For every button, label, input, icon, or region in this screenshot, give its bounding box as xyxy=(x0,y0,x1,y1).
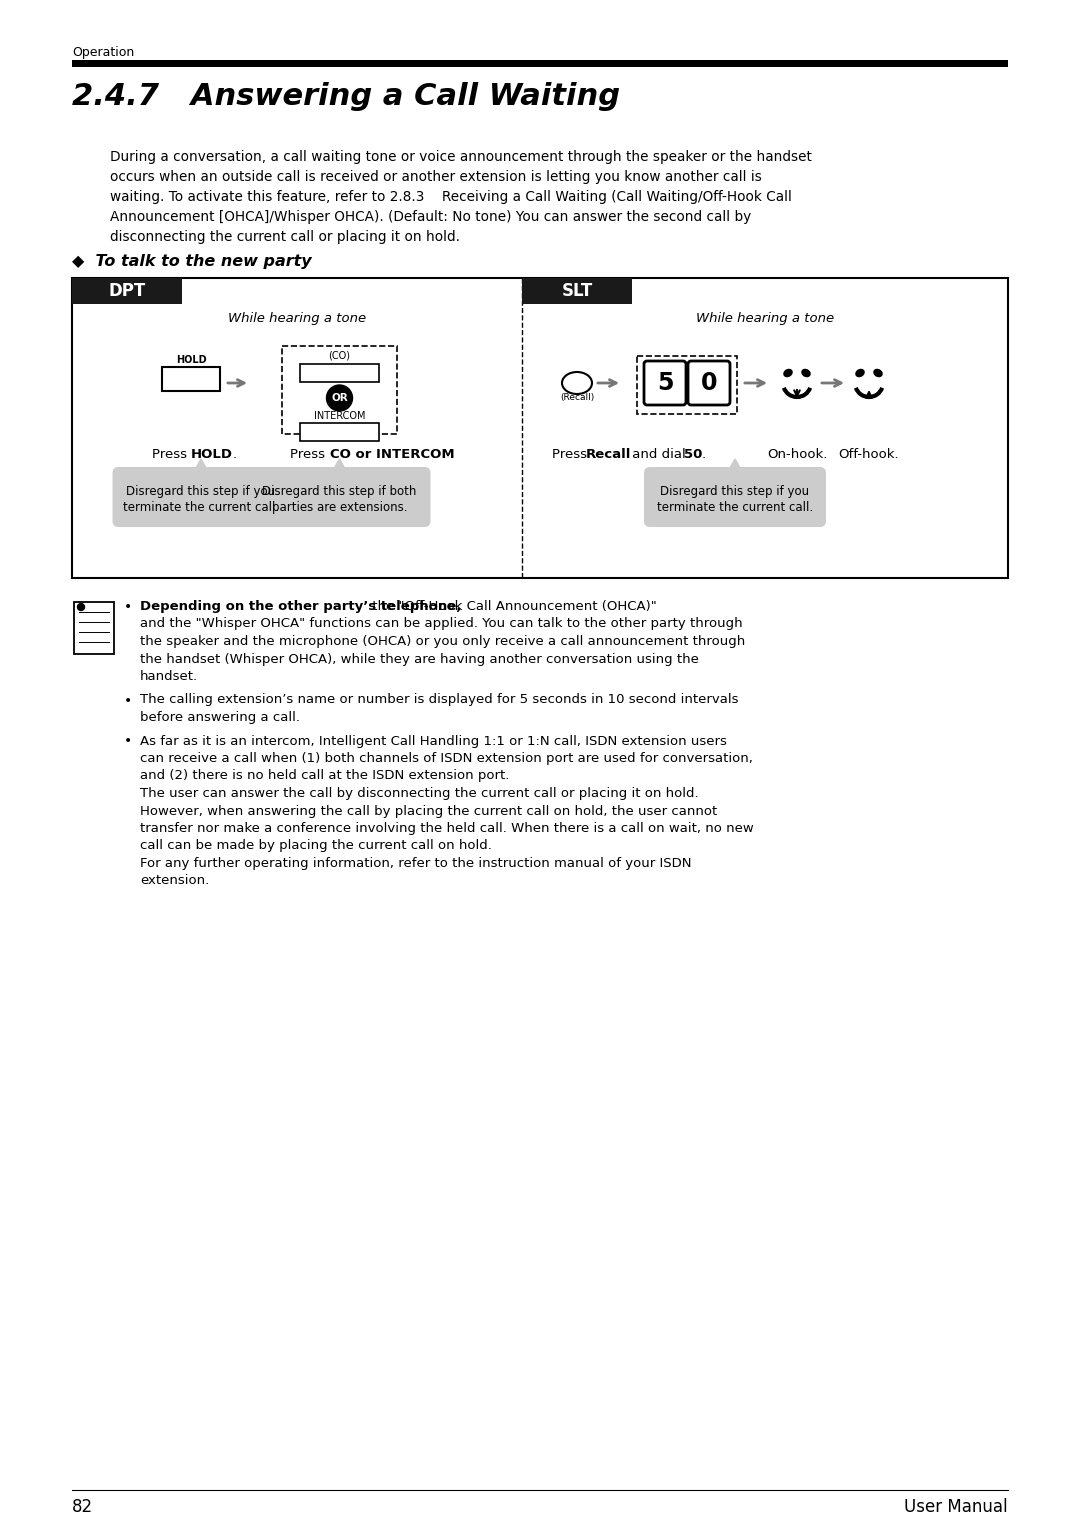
Text: the "Off-Hook Call Announcement (OHCA)": the "Off-Hook Call Announcement (OHCA)" xyxy=(367,601,657,613)
Bar xyxy=(282,345,397,434)
Ellipse shape xyxy=(855,368,865,377)
Ellipse shape xyxy=(801,368,811,377)
Bar xyxy=(300,364,379,382)
Text: 50: 50 xyxy=(684,448,702,461)
Text: Press: Press xyxy=(152,448,191,461)
Text: For any further operating information, refer to the instruction manual of your I: For any further operating information, r… xyxy=(140,857,691,869)
Polygon shape xyxy=(332,458,348,474)
Text: terminate the current call.: terminate the current call. xyxy=(123,501,279,513)
Text: While hearing a tone: While hearing a tone xyxy=(696,312,834,325)
Text: DPT: DPT xyxy=(108,283,146,299)
FancyBboxPatch shape xyxy=(248,468,431,527)
Text: disconnecting the current call or placing it on hold.: disconnecting the current call or placin… xyxy=(110,231,460,244)
Text: and the "Whisper OHCA" functions can be applied. You can talk to the other party: and the "Whisper OHCA" functions can be … xyxy=(140,617,743,631)
FancyBboxPatch shape xyxy=(112,468,289,527)
Circle shape xyxy=(78,604,84,611)
Circle shape xyxy=(326,385,352,411)
Ellipse shape xyxy=(783,368,793,377)
Text: .: . xyxy=(702,448,706,461)
Text: parties are extensions.: parties are extensions. xyxy=(272,501,407,513)
Text: can receive a call when (1) both channels of ISDN extension port are used for co: can receive a call when (1) both channel… xyxy=(140,752,753,766)
Bar xyxy=(300,423,379,442)
Text: INTERCOM: INTERCOM xyxy=(314,411,365,422)
Ellipse shape xyxy=(562,371,592,394)
Text: Disregard this step if you: Disregard this step if you xyxy=(661,484,810,498)
Text: 2.4.7   Answering a Call Waiting: 2.4.7 Answering a Call Waiting xyxy=(72,83,620,112)
Text: Off-hook.: Off-hook. xyxy=(839,448,900,461)
Text: User Manual: User Manual xyxy=(904,1497,1008,1516)
Text: .: . xyxy=(432,448,435,461)
Text: handset.: handset. xyxy=(140,669,198,683)
Text: waiting. To activate this feature, refer to 2.8.3    Receiving a Call Waiting (C: waiting. To activate this feature, refer… xyxy=(110,189,792,205)
Text: occurs when an outside call is received or another extension is letting you know: occurs when an outside call is received … xyxy=(110,170,761,183)
Text: and dial: and dial xyxy=(627,448,690,461)
Text: HOLD: HOLD xyxy=(191,448,233,461)
Text: The user can answer the call by disconnecting the current call or placing it on : The user can answer the call by disconne… xyxy=(140,787,699,801)
Bar xyxy=(72,278,183,304)
Text: 0: 0 xyxy=(701,371,717,396)
Ellipse shape xyxy=(874,368,882,377)
Text: ◆  To talk to the new party: ◆ To talk to the new party xyxy=(72,254,312,269)
Text: While hearing a tone: While hearing a tone xyxy=(228,312,366,325)
Text: Operation: Operation xyxy=(72,46,134,60)
Bar xyxy=(522,278,632,304)
FancyBboxPatch shape xyxy=(644,468,826,527)
Bar xyxy=(75,602,114,654)
Text: Disregard this step if both: Disregard this step if both xyxy=(262,484,417,498)
Text: transfer nor make a conference involving the held call. When there is a call on : transfer nor make a conference involving… xyxy=(140,822,754,834)
Text: .: . xyxy=(233,448,238,461)
Text: However, when answering the call by placing the current call on hold, the user c: However, when answering the call by plac… xyxy=(140,805,717,817)
Text: On-hook.: On-hook. xyxy=(767,448,827,461)
Text: HOLD: HOLD xyxy=(176,354,206,365)
Text: Disregard this step if you: Disregard this step if you xyxy=(126,484,275,498)
Text: terminate the current call.: terminate the current call. xyxy=(657,501,813,513)
Text: 5: 5 xyxy=(657,371,673,396)
Bar xyxy=(72,60,1008,67)
Bar xyxy=(637,356,737,414)
Text: Announcement [OHCA]/Whisper OHCA). (Default: No tone) You can answer the second : Announcement [OHCA]/Whisper OHCA). (Defa… xyxy=(110,209,752,225)
Polygon shape xyxy=(727,458,743,474)
Bar xyxy=(72,278,1008,578)
Polygon shape xyxy=(193,458,210,474)
Text: (CO): (CO) xyxy=(328,351,351,361)
Text: Press: Press xyxy=(291,448,329,461)
Text: •: • xyxy=(124,601,132,614)
Text: CO or INTERCOM: CO or INTERCOM xyxy=(329,448,454,461)
Text: the speaker and the microphone (OHCA) or you only receive a call announcement th: the speaker and the microphone (OHCA) or… xyxy=(140,636,745,648)
Text: •: • xyxy=(124,735,132,749)
Text: SLT: SLT xyxy=(562,283,593,299)
Text: call can be made by placing the current call on hold.: call can be made by placing the current … xyxy=(140,839,491,853)
Text: Press: Press xyxy=(552,448,591,461)
Text: the handset (Whisper OHCA), while they are having another conversation using the: the handset (Whisper OHCA), while they a… xyxy=(140,652,699,666)
Text: 82: 82 xyxy=(72,1497,93,1516)
Text: (Recall): (Recall) xyxy=(559,393,594,402)
Text: Recall: Recall xyxy=(586,448,632,461)
Text: •: • xyxy=(124,694,132,707)
Text: extension.: extension. xyxy=(140,874,210,888)
FancyBboxPatch shape xyxy=(644,361,686,405)
Text: As far as it is an intercom, Intelligent Call Handling 1:1 or 1:N call, ISDN ext: As far as it is an intercom, Intelligent… xyxy=(140,735,727,747)
FancyBboxPatch shape xyxy=(688,361,730,405)
Bar xyxy=(162,367,220,391)
Text: The calling extension’s name or number is displayed for 5 seconds in 10 second i: The calling extension’s name or number i… xyxy=(140,694,739,706)
Text: Depending on the other party’s telephone,: Depending on the other party’s telephone… xyxy=(140,601,461,613)
Text: OR: OR xyxy=(332,393,348,403)
Text: before answering a call.: before answering a call. xyxy=(140,711,300,724)
Text: and (2) there is no held call at the ISDN extension port.: and (2) there is no held call at the ISD… xyxy=(140,770,510,782)
Text: During a conversation, a call waiting tone or voice announcement through the spe: During a conversation, a call waiting to… xyxy=(110,150,812,163)
